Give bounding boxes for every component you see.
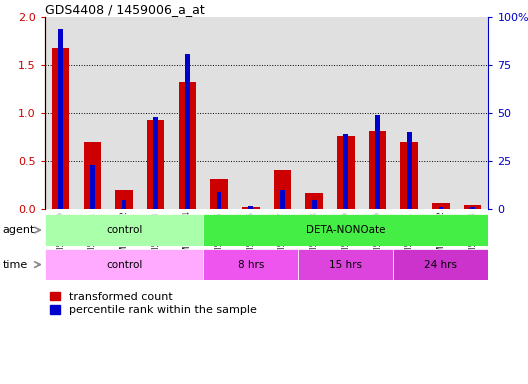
Text: agent: agent (3, 225, 35, 235)
Bar (274, 170, 291, 209)
Bar (393, 17, 425, 209)
Bar (305, 193, 323, 209)
Bar (248, 207, 253, 209)
Bar (45, 214, 203, 246)
Bar (393, 249, 488, 280)
Bar (330, 17, 362, 209)
Bar (77, 17, 108, 209)
Bar (52, 48, 69, 209)
Bar (147, 120, 165, 209)
Text: GDS4408 / 1459006_a_at: GDS4408 / 1459006_a_at (45, 3, 205, 16)
Bar (203, 214, 488, 246)
Bar (115, 190, 133, 209)
Bar (153, 117, 158, 209)
Bar (457, 17, 488, 209)
Bar (216, 192, 222, 209)
Bar (343, 134, 348, 209)
Text: control: control (106, 225, 142, 235)
Bar (438, 207, 444, 209)
Bar (45, 249, 203, 280)
Bar (83, 142, 101, 209)
Bar (45, 17, 77, 209)
Bar (337, 136, 355, 209)
Legend: transformed count, percentile rank within the sample: transformed count, percentile rank withi… (51, 291, 257, 315)
Bar (400, 142, 418, 209)
Bar (470, 207, 475, 209)
Bar (172, 17, 203, 209)
Bar (375, 115, 380, 209)
Text: 8 hrs: 8 hrs (238, 260, 264, 270)
Bar (362, 17, 393, 209)
Bar (178, 82, 196, 209)
Bar (298, 17, 330, 209)
Bar (312, 200, 317, 209)
Bar (203, 249, 298, 280)
Bar (267, 17, 298, 209)
Text: time: time (3, 260, 28, 270)
Bar (242, 207, 259, 209)
Bar (369, 131, 386, 209)
Bar (58, 29, 63, 209)
Bar (280, 190, 285, 209)
Text: 15 hrs: 15 hrs (329, 260, 362, 270)
Bar (185, 54, 190, 209)
Bar (210, 179, 228, 209)
Bar (235, 17, 267, 209)
Bar (140, 17, 172, 209)
Bar (464, 205, 482, 209)
Bar (108, 17, 140, 209)
Text: DETA-NONOate: DETA-NONOate (306, 225, 385, 235)
Bar (203, 17, 235, 209)
Text: 24 hrs: 24 hrs (425, 260, 457, 270)
Bar (425, 17, 457, 209)
Bar (90, 165, 95, 209)
Bar (432, 203, 449, 209)
Bar (121, 200, 127, 209)
Bar (298, 249, 393, 280)
Text: control: control (106, 260, 142, 270)
Bar (407, 132, 412, 209)
